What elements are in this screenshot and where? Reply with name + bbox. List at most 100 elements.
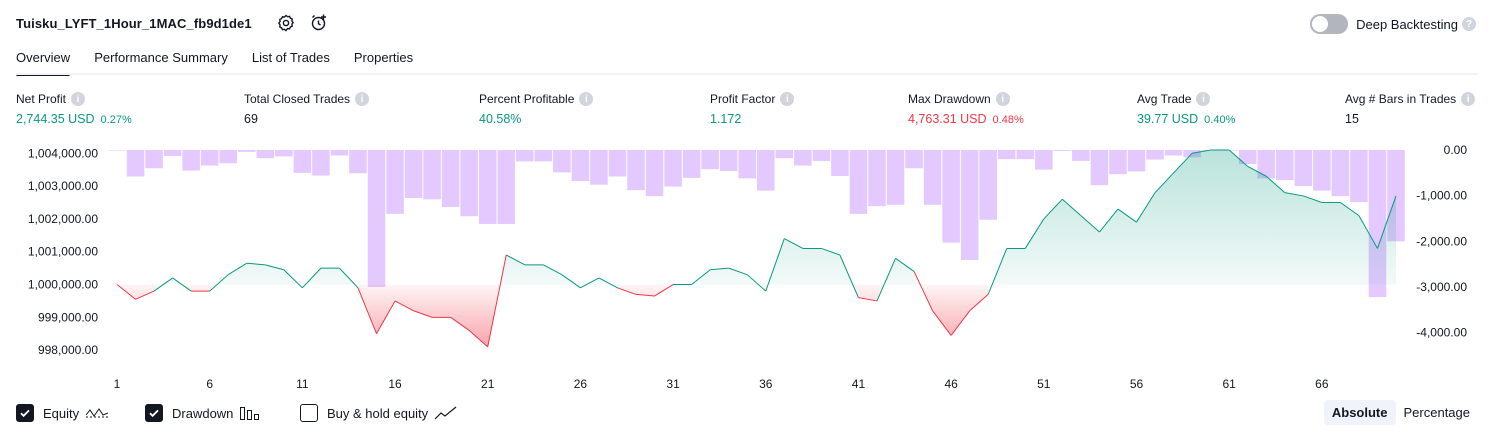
equity-checkbox[interactable] — [16, 404, 34, 422]
drawdown-bar — [312, 150, 330, 176]
metric-value: 40.58% — [479, 112, 522, 126]
equity-line-segment — [246, 262, 266, 266]
add-alert-icon[interactable] — [309, 13, 329, 33]
deep-backtesting-label: Deep Backtesting — [1356, 16, 1458, 32]
help-icon[interactable]: ? — [1462, 17, 1476, 31]
info-icon[interactable]: i — [1196, 92, 1211, 106]
drawdown-bar — [1257, 150, 1276, 179]
tab-list-of-trades[interactable]: List of Trades — [251, 50, 330, 65]
tabs-divider — [16, 73, 1478, 75]
equity-line-segment — [506, 254, 526, 266]
metric-label: Max Drawdown — [908, 92, 991, 106]
right-axis-tick-label: -4,000.00 — [1416, 326, 1467, 340]
equity-line-segment — [135, 290, 155, 300]
equity-line-segment — [1265, 175, 1286, 194]
drawdown-bar — [182, 150, 200, 171]
x-axis-tick-label: 11 — [296, 377, 309, 391]
equity-line-segment — [1228, 149, 1249, 167]
equity-line-segment — [301, 267, 322, 289]
drawdown-bar — [664, 150, 682, 187]
equity-line-segment — [913, 271, 934, 311]
x-axis-tick-label: 56 — [1130, 377, 1144, 391]
drawdown-bar — [1313, 150, 1331, 191]
drawdown-bar — [1127, 150, 1146, 172]
equity-line-segment — [598, 277, 618, 289]
equity-line-segment — [1136, 192, 1156, 223]
info-icon[interactable]: i — [579, 92, 594, 106]
legend-buy-hold-equity[interactable]: Buy & hold equity — [300, 404, 458, 422]
info-icon[interactable]: i — [71, 92, 86, 106]
deep-backtesting-toggle[interactable] — [1310, 14, 1349, 34]
equity-line-segment — [339, 267, 359, 289]
metric-label: Avg # Bars in Trades — [1345, 92, 1457, 106]
left-axis-tick-label: 1,004,000.00 — [28, 146, 98, 160]
info-icon[interactable]: i — [355, 92, 370, 106]
x-axis-tick-label: 61 — [1222, 377, 1236, 391]
drawdown-bar — [1331, 150, 1350, 197]
drawdown-bar — [349, 150, 367, 174]
drawdown-bar — [478, 150, 497, 224]
equity-line-segment — [784, 238, 804, 249]
drawdown-bar — [534, 150, 553, 162]
legend-equity[interactable]: Equity — [16, 404, 109, 422]
drawdown-bar — [682, 150, 701, 178]
absolute-button[interactable]: Absolute — [1323, 400, 1396, 425]
scale-switch: Absolute Percentage — [1323, 400, 1478, 425]
equity-line-segment — [1080, 215, 1100, 233]
drawdown-bar — [1053, 150, 1072, 151]
metric-label: Percent Profitable — [479, 92, 575, 106]
tab-properties[interactable]: Properties — [353, 50, 414, 65]
drawdown-bar — [423, 150, 441, 200]
drawdown-bar — [831, 150, 849, 177]
equity-line-segment — [746, 274, 767, 292]
metric-value: 69 — [244, 112, 258, 126]
equity-line-segment — [1173, 152, 1193, 174]
metric-net-profit: Net Profit i 2,744.35 USD 0.27% — [16, 92, 132, 126]
equity-line-segment — [765, 238, 785, 292]
equity-line-segment — [227, 262, 248, 276]
metric-avg-bars-in-trades: Avg # Bars in Trades i 15 — [1345, 92, 1476, 126]
legend-drawdown[interactable]: Drawdown — [145, 404, 261, 422]
drawdown-bar — [645, 150, 664, 197]
drawdown-bar — [1276, 150, 1294, 181]
equity-line-segment — [858, 297, 878, 302]
equity-line-segment — [1376, 195, 1397, 249]
equity-line-segment — [172, 277, 192, 292]
metric-value: 4,763.31 USD — [908, 112, 987, 126]
left-axis-tick-label: 999,000.00 — [38, 310, 98, 324]
drawdown-bar — [979, 150, 997, 220]
left-axis-tick-label: 998,000.00 — [38, 343, 98, 357]
x-axis-tick-label: 16 — [388, 377, 402, 391]
equity-line-segment — [617, 287, 637, 295]
tab-overview[interactable]: Overview — [16, 46, 71, 76]
equity-line-segment — [283, 269, 303, 289]
drawdown-bar — [571, 150, 590, 182]
tab-performance-summary[interactable]: Performance Summary — [94, 50, 228, 65]
buy-hold-line-icon — [434, 405, 458, 421]
drawdown-bar — [256, 150, 275, 159]
drawdown-bar — [516, 150, 534, 162]
deep-backtesting-control: Deep Backtesting ? — [1310, 14, 1476, 34]
equity-line-segment — [487, 254, 507, 347]
equity-drawdown-chart[interactable]: 1,004,000.00 1,003,000.00 1,002,000.00 1,00… — [0, 138, 1494, 394]
percentage-button[interactable]: Percentage — [1403, 405, 1471, 420]
drawdown-checkbox[interactable] — [145, 404, 163, 422]
drawdown-bar — [219, 150, 237, 164]
drawdown-bar — [701, 150, 719, 170]
metric-total-closed-trades: Total Closed Trades i 69 — [244, 92, 370, 126]
equity-line-segment — [468, 330, 489, 348]
buy-hold-checkbox[interactable] — [300, 404, 318, 422]
metric-label: Net Profit — [16, 92, 67, 106]
x-axis-tick-label: 1 — [114, 377, 121, 391]
left-axis-tick-label: 1,001,000.00 — [28, 245, 98, 259]
info-icon[interactable]: i — [995, 92, 1010, 106]
legend-label: Equity — [43, 405, 80, 421]
strategy-title: Tuisku_LYFT_1Hour_1MAC_fb9d1de1 — [16, 16, 252, 31]
info-icon[interactable]: i — [1461, 92, 1476, 106]
metric-max-drawdown: Max Drawdown i 4,763.31 USD 0.48% — [908, 92, 1024, 126]
equity-line-segment — [1284, 192, 1304, 197]
settings-icon[interactable] — [276, 13, 296, 33]
equity-line-segment — [357, 287, 377, 334]
info-icon[interactable]: i — [780, 92, 795, 106]
drawdown-bar — [275, 150, 293, 157]
